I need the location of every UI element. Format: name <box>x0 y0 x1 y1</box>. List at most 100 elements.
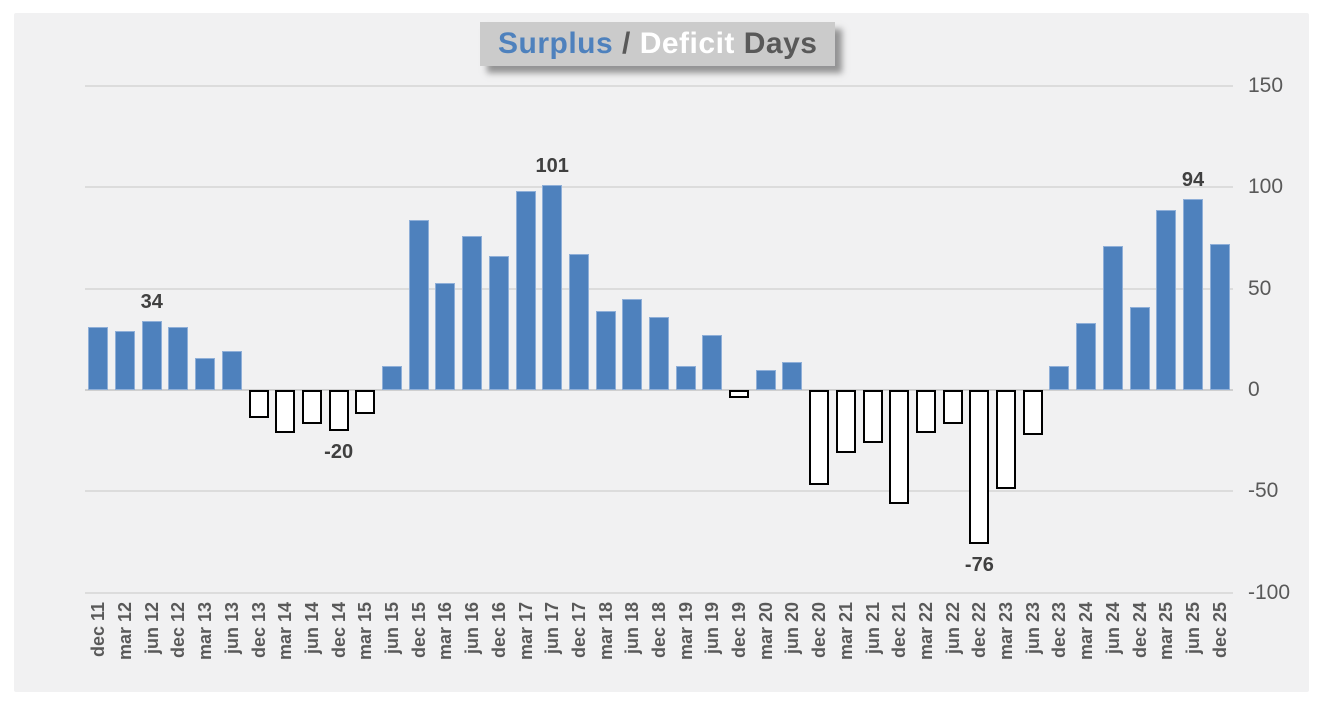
x-axis-label-dec-13: dec 13 <box>248 602 269 659</box>
bar-jun-16 <box>462 235 483 390</box>
bar-mar-19 <box>675 365 696 390</box>
x-axis-label-jun-23: jun 23 <box>1022 602 1043 655</box>
bar-mar-14 <box>275 390 296 433</box>
x-axis-label-dec-25: dec 25 <box>1209 602 1230 659</box>
bar-dec-12 <box>168 327 189 390</box>
x-axis-label-mar-17: mar 17 <box>515 602 536 661</box>
x-axis-label-dec-24: dec 24 <box>1129 602 1150 659</box>
bar-jun-20 <box>782 361 803 390</box>
x-axis-label-mar-16: mar 16 <box>435 602 456 661</box>
y-tick-label--50: -50 <box>1248 479 1279 503</box>
y-tick-label-0: 0 <box>1248 378 1260 401</box>
x-axis-label-dec-16: dec 16 <box>488 602 509 659</box>
bar-mar-16 <box>435 282 456 390</box>
data-label-dec-22: -76 <box>964 554 994 577</box>
data-label-jun-17: 101 <box>535 155 569 178</box>
bar-mar-21 <box>835 390 856 453</box>
bar-mar-18 <box>595 310 616 390</box>
x-axis-label-dec-20: dec 20 <box>809 602 830 659</box>
x-axis-label-jun-17: jun 17 <box>542 602 563 655</box>
bar-dec-11 <box>88 327 109 390</box>
bar-dec-17 <box>568 254 589 390</box>
gridline-50 <box>85 287 1233 290</box>
x-axis-label-mar-15: mar 15 <box>355 602 376 661</box>
bar-dec-21 <box>889 390 910 504</box>
bar-jun-15 <box>382 365 403 390</box>
chart-figure: Surplus / Deficit Days 150 100 50 0 -50 -100 d… <box>14 13 1309 692</box>
x-axis-label-dec-19: dec 19 <box>729 602 750 659</box>
x-axis-label-jun-20: jun 20 <box>782 602 803 655</box>
bar-jun-17 <box>542 185 563 390</box>
bar-dec-15 <box>408 219 429 390</box>
x-axis-label-jun-14: jun 14 <box>301 602 322 655</box>
x-axis-label-jun-15: jun 15 <box>382 602 403 655</box>
bar-jun-14 <box>301 390 322 425</box>
x-axis-label-jun-24: jun 24 <box>1102 602 1123 655</box>
bar-jun-23 <box>1022 390 1043 435</box>
bar-jun-25 <box>1182 199 1203 390</box>
bar-mar-22 <box>915 390 936 433</box>
gridline-100 <box>85 186 1233 189</box>
chart-title: Surplus / Deficit Days <box>480 22 836 66</box>
x-axis-label-mar-13: mar 13 <box>195 602 216 661</box>
bar-jun-13 <box>221 351 242 390</box>
bar-jun-22 <box>942 390 963 425</box>
x-axis-label-dec-15: dec 15 <box>408 602 429 659</box>
title-separator-text: / <box>613 27 640 60</box>
plot-area: 150 100 50 0 -50 -100 dec 11 mar 12 jun 12 dec 12… <box>14 13 1309 692</box>
bar-mar-13 <box>195 357 216 390</box>
gridline--50 <box>85 490 1233 493</box>
x-axis-label-mar-23: mar 23 <box>996 602 1017 661</box>
bar-mar-25 <box>1156 209 1177 390</box>
bar-dec-18 <box>649 317 669 390</box>
x-axis-label-dec-18: dec 18 <box>649 602 669 659</box>
x-axis-label-mar-20: mar 20 <box>755 602 776 661</box>
bar-jun-19 <box>702 335 723 390</box>
x-axis-label-jun-22: jun 22 <box>942 602 963 655</box>
x-axis-label-dec-14: dec 14 <box>328 602 349 659</box>
gridline-150 <box>85 84 1233 87</box>
x-axis-label-jun-19: jun 19 <box>702 602 723 655</box>
data-label-jun-12: 34 <box>140 291 163 314</box>
x-axis-label-jun-13: jun 13 <box>221 602 242 655</box>
title-days-text: Days <box>734 27 818 60</box>
bar-jun-21 <box>862 390 883 443</box>
y-tick-label--100: -100 <box>1248 580 1291 604</box>
bar-dec-14 <box>328 390 349 431</box>
x-axis-label-mar-12: mar 12 <box>115 602 136 661</box>
x-axis-label-jun-16: jun 16 <box>462 602 483 655</box>
x-axis-label-mar-25: mar 25 <box>1156 602 1177 661</box>
x-axis-label-jun-12: jun 12 <box>141 602 162 655</box>
x-axis-label-jun-18: jun 18 <box>622 602 643 655</box>
data-label-dec-14: -20 <box>324 440 354 463</box>
x-axis-label-mar-18: mar 18 <box>595 602 616 661</box>
x-axis-label-dec-11: dec 11 <box>88 602 109 658</box>
x-axis-label-dec-21: dec 21 <box>889 602 910 659</box>
data-label-jun-25: 94 <box>1181 169 1205 192</box>
x-axis-label-mar-22: mar 22 <box>915 602 936 661</box>
bar-mar-15 <box>355 390 376 415</box>
bar-dec-25 <box>1209 244 1230 390</box>
x-axis-label-mar-24: mar 24 <box>1076 602 1097 661</box>
bar-jun-24 <box>1102 246 1123 390</box>
bar-jun-12 <box>141 321 162 390</box>
bar-mar-17 <box>515 191 536 390</box>
x-axis-label-dec-12: dec 12 <box>168 602 189 659</box>
y-tick-label-50: 50 <box>1248 276 1272 300</box>
x-axis-label-dec-22: dec 22 <box>969 602 990 659</box>
bar-dec-19 <box>729 390 750 399</box>
bar-dec-20 <box>809 390 830 486</box>
x-axis-label-mar-21: mar 21 <box>835 602 856 661</box>
bar-dec-23 <box>1049 365 1070 390</box>
x-axis-label-mar-14: mar 14 <box>275 602 296 661</box>
y-tick-label-100: 100 <box>1248 175 1284 199</box>
bar-jun-18 <box>622 298 643 390</box>
bar-mar-23 <box>996 390 1017 490</box>
title-surplus-text: Surplus <box>498 27 614 60</box>
gridline-0 <box>85 389 1233 391</box>
bar-dec-16 <box>488 256 509 390</box>
title-deficit-text: Deficit <box>639 27 735 60</box>
x-axis-label-mar-19: mar 19 <box>675 602 696 661</box>
x-axis-label-dec-17: dec 17 <box>568 602 589 659</box>
x-axis-label-jun-21: jun 21 <box>862 602 883 655</box>
